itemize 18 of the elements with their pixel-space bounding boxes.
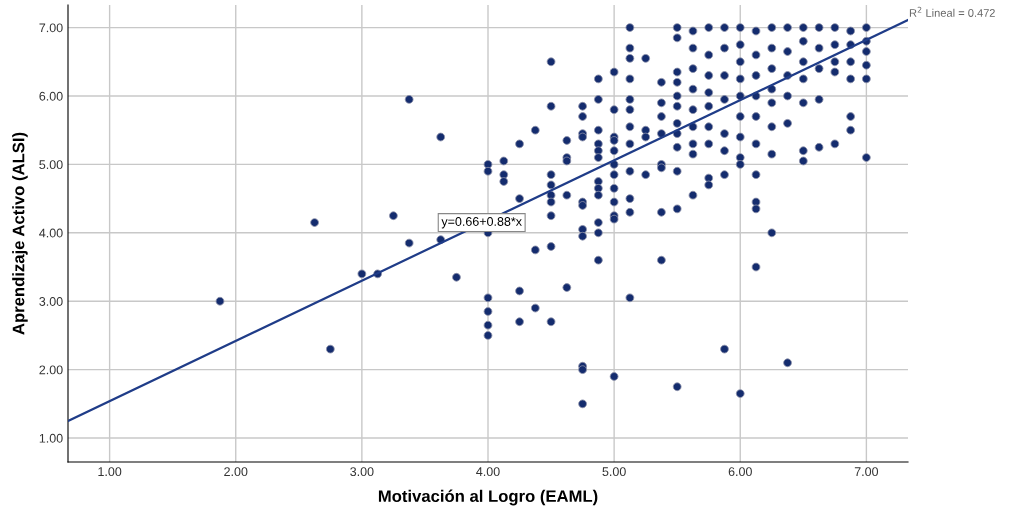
x-tick-label: 2.00 bbox=[224, 467, 248, 477]
y-tick-label: 4.00 bbox=[39, 228, 63, 238]
x-tick-label: 1.00 bbox=[98, 467, 122, 477]
y-tick-label: 2.00 bbox=[39, 365, 63, 375]
text: R$^{2}$ Lineal = 0.472 bbox=[909, 6, 995, 17]
y-tick-label: 6.00 bbox=[39, 91, 63, 101]
x-tick-label: 3.00 bbox=[350, 467, 374, 477]
annotation: y=0.66+0.88*x bbox=[441, 217, 522, 229]
x-axis-title: Motivación al Logro (EAML) bbox=[378, 489, 598, 506]
x-tick-label: 4.00 bbox=[476, 467, 500, 477]
y-tick-label: 5.00 bbox=[39, 160, 63, 170]
y-axis-title: Aprendizaje Activo (ALSI) bbox=[12, 132, 28, 335]
y-tick-label: 7.00 bbox=[39, 23, 63, 33]
y-tick-label: 3.00 bbox=[39, 297, 63, 306]
x-tick-label: 6.00 bbox=[728, 467, 752, 477]
x-tick-label: 5.00 bbox=[602, 467, 626, 477]
y-tick-label: 1.00 bbox=[39, 433, 63, 443]
x-tick-label: 7.00 bbox=[854, 467, 879, 477]
